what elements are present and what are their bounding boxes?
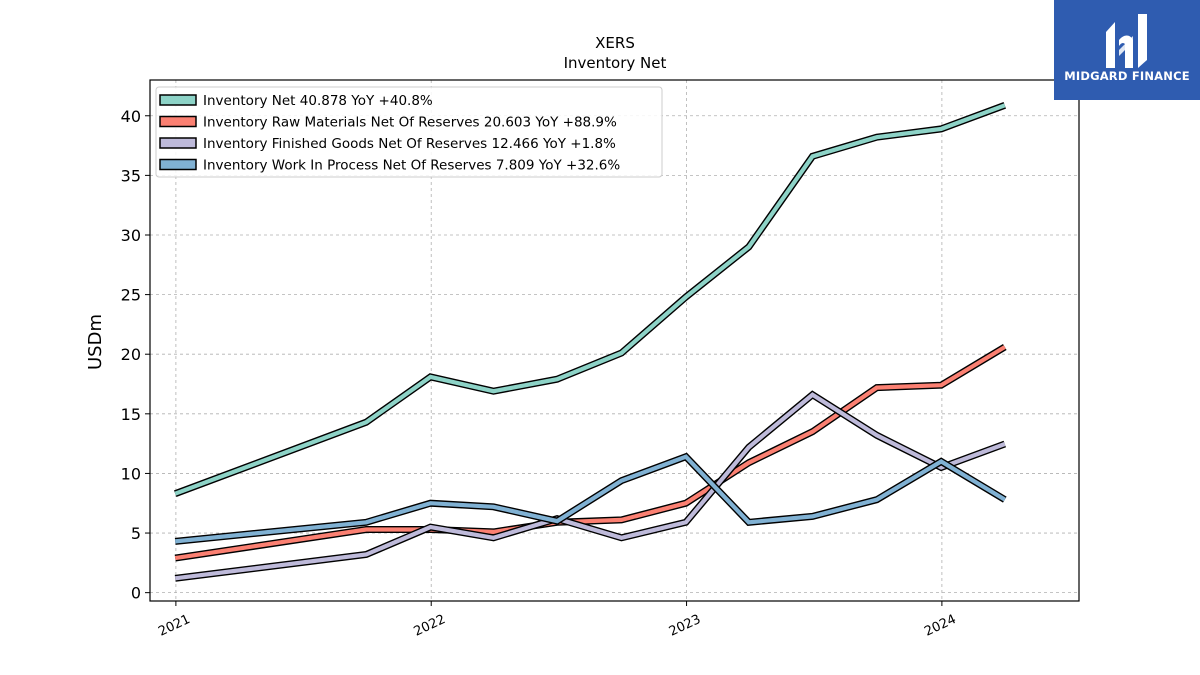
- y-tick-label: 35: [121, 166, 141, 185]
- legend-swatch: [159, 115, 197, 128]
- legend-swatch: [159, 137, 197, 149]
- x-tick-label: 2021: [156, 612, 192, 640]
- x-tick-label: 2024: [922, 612, 958, 640]
- plot-frame: [149, 79, 1080, 602]
- series-line-outline: [174, 390, 1007, 582]
- series-line: [174, 103, 1006, 496]
- chart-subtitle: Inventory Net: [564, 54, 667, 72]
- y-tick-label: 5: [131, 524, 141, 543]
- series-4: [174, 452, 1007, 545]
- x-tick-label: 2022: [412, 612, 448, 640]
- legend-swatch: [159, 94, 197, 106]
- y-tick-label: 25: [121, 286, 141, 305]
- series-lines: [173, 102, 1007, 582]
- series-line: [174, 454, 1006, 544]
- series-line: [174, 392, 1006, 581]
- y-tick-label: 40: [121, 107, 141, 126]
- legend-label: Inventory Finished Goods Net Of Reserves…: [203, 136, 616, 152]
- series-3: [174, 390, 1007, 582]
- y-axis-label: USDm: [85, 314, 106, 370]
- y-axis: 0 5 10 15 20 25 30 35 40: [121, 107, 150, 603]
- y-tick-label: 20: [121, 345, 141, 364]
- y-tick-label: 30: [121, 226, 141, 245]
- brand-name: MIDGARD FINANCE: [1064, 69, 1190, 83]
- legend: Inventory Net 40.878 YoY +40.8% Inventory…: [155, 86, 663, 178]
- series-1: [173, 102, 1007, 497]
- legend-label: Inventory Raw Materials Net Of Reserves …: [203, 115, 617, 131]
- brand-logo: MIDGARD FINANCE: [1054, 0, 1200, 100]
- midgard-logo-icon: [1106, 14, 1147, 68]
- y-tick-label: 10: [121, 464, 141, 483]
- x-tick-label: 2023: [667, 612, 703, 640]
- y-tick-label: 0: [131, 584, 141, 603]
- legend-swatch: [159, 158, 197, 171]
- chart-title: XERS: [595, 34, 635, 52]
- legend-label: Inventory Work In Process Net Of Reserve…: [203, 158, 620, 174]
- legend-label: Inventory Net 40.878 YoY +40.8%: [203, 93, 433, 109]
- y-tick-label: 15: [121, 405, 141, 424]
- legend-box: [155, 86, 663, 178]
- x-axis: 2021 2022 2023 2024: [156, 601, 959, 640]
